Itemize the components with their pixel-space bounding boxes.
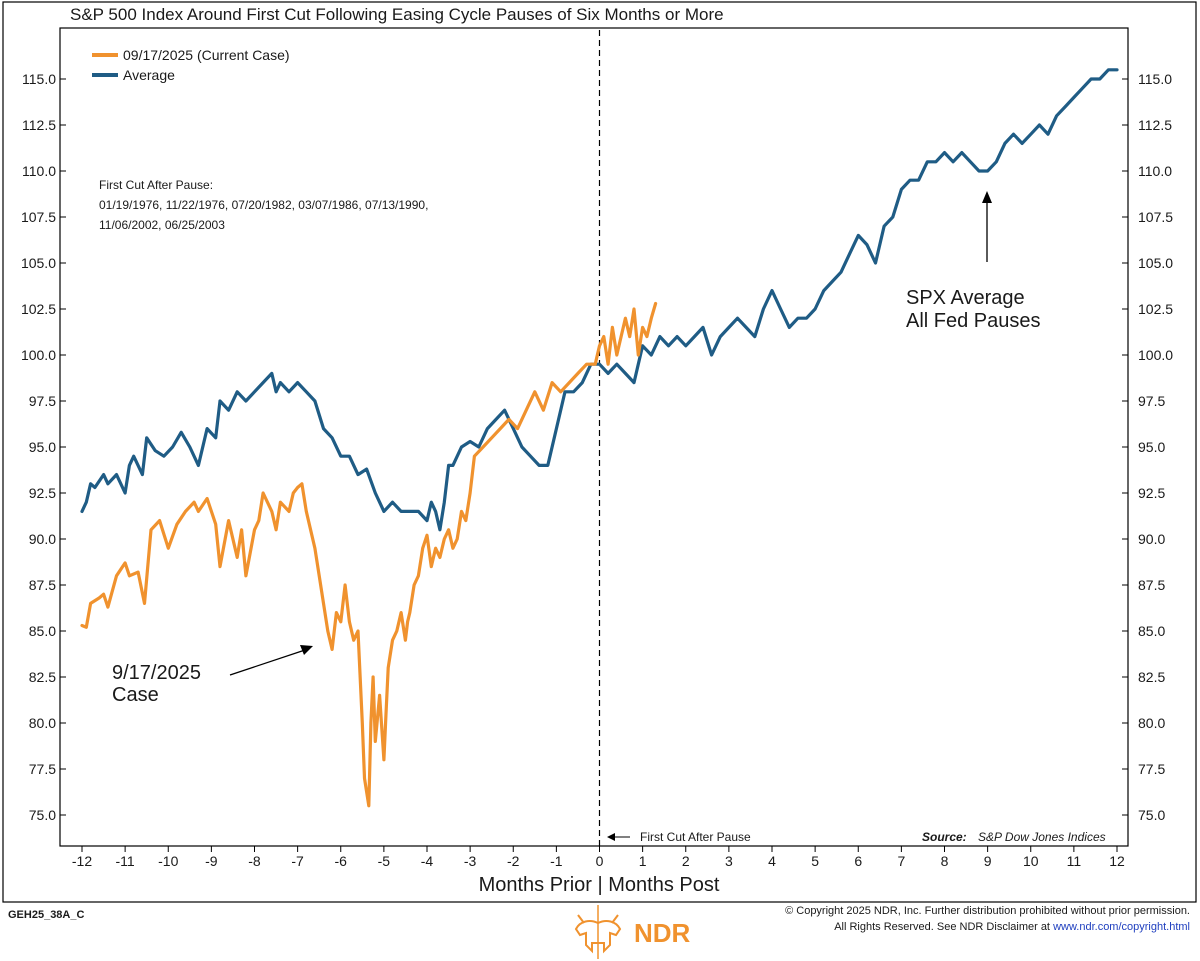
legend-label-average: Average bbox=[123, 67, 175, 83]
plot-frame bbox=[59, 27, 1129, 847]
avg-annotation-line2: All Fed Pauses bbox=[906, 310, 1041, 332]
y-tick-label-left: 87.5 bbox=[29, 577, 56, 593]
x-tick-label: 5 bbox=[811, 853, 819, 869]
y-tick-label-right: 90.0 bbox=[1138, 531, 1165, 547]
x-tick-label: 11 bbox=[1067, 853, 1082, 869]
y-tick-label-left: 95.0 bbox=[29, 439, 56, 455]
source-value: S&P Dow Jones Indices bbox=[978, 830, 1106, 844]
x-tick-label: 7 bbox=[897, 853, 905, 869]
y-tick-label-left: 102.5 bbox=[21, 301, 56, 317]
y-tick-label-right: 110.0 bbox=[1138, 163, 1172, 179]
source-label: Source: bbox=[922, 830, 967, 844]
y-tick-label-left: 112.5 bbox=[22, 117, 56, 133]
avg-annotation-line1: SPX Average bbox=[906, 287, 1025, 309]
y-tick-label-right: 87.5 bbox=[1138, 577, 1165, 593]
copyright-prefix: All Rights Reserved. See NDR Disclaimer … bbox=[834, 921, 1050, 933]
ndr-brand: NDR bbox=[634, 918, 691, 948]
y-tick-label-right: 115.0 bbox=[1138, 71, 1172, 87]
x-tick-label: -1 bbox=[550, 853, 563, 869]
x-tick-label: -11 bbox=[116, 853, 135, 869]
y-tick-label-left: 75.0 bbox=[29, 807, 56, 823]
y-tick-label-left: 80.0 bbox=[29, 715, 56, 731]
x-axis: -12 -11 -10 -9 -8 -7 -6 -5 -4 -3 -2 -1 0 1 2 3 4 5 6 7 8 9 10 1… bbox=[72, 846, 1125, 869]
copyright-line2: All Rights Reserved. See NDR Disclaimer … bbox=[834, 921, 1190, 933]
case-annotation-arrowhead bbox=[300, 645, 313, 655]
y-tick-label-right: 92.5 bbox=[1138, 485, 1165, 501]
y-tick-label-right: 100.0 bbox=[1138, 347, 1173, 363]
y-tick-label-right: 85.0 bbox=[1138, 623, 1165, 639]
y-tick-label-left: 92.5 bbox=[29, 485, 56, 501]
first-cut-dates-line1: 01/19/1976, 11/22/1976, 07/20/1982, 03/0… bbox=[99, 198, 428, 212]
y-tick-label-right: 102.5 bbox=[1138, 301, 1173, 317]
x-tick-label: 4 bbox=[768, 853, 776, 869]
x-tick-label: -4 bbox=[421, 853, 434, 869]
y-tick-label-right: 112.5 bbox=[1138, 117, 1172, 133]
x-tick-label: -12 bbox=[72, 853, 92, 869]
y-tick-label-left: 82.5 bbox=[29, 669, 56, 685]
y-tick-label-left: 110.0 bbox=[22, 163, 56, 179]
x-tick-label: 8 bbox=[941, 853, 949, 869]
first-cut-note-title: First Cut After Pause: bbox=[99, 178, 213, 192]
y-tick-label-right: 95.0 bbox=[1138, 439, 1165, 455]
x-tick-label: 10 bbox=[1023, 853, 1039, 869]
y-tick-label-right: 105.0 bbox=[1138, 255, 1173, 271]
chart-title: S&P 500 Index Around First Cut Following… bbox=[70, 5, 724, 24]
y-tick-label-left: 77.5 bbox=[29, 761, 56, 777]
x-tick-label: -2 bbox=[507, 853, 520, 869]
legend-label-current: 09/17/2025 (Current Case) bbox=[123, 47, 290, 63]
x-tick-label: 0 bbox=[596, 853, 604, 869]
y-tick-label-left: 107.5 bbox=[21, 209, 56, 225]
x-tick-label: -6 bbox=[335, 853, 348, 869]
y-tick-label-left: 85.0 bbox=[29, 623, 56, 639]
case-annotation-line2: Case bbox=[112, 684, 159, 706]
y-tick-label-right: 75.0 bbox=[1138, 807, 1165, 823]
x-tick-label: -5 bbox=[378, 853, 391, 869]
y-tick-label-left: 97.5 bbox=[29, 393, 56, 409]
series-layer bbox=[80, 68, 1119, 808]
y-tick-label-left: 115.0 bbox=[22, 71, 56, 87]
x-tick-label: -10 bbox=[158, 853, 178, 869]
case-annotation-line1: 9/17/2025 bbox=[112, 662, 201, 684]
y-axis-right: 75.0 77.5 80.0 82.5 85.0 87.5 90.0 92.5 95.0 97.5… bbox=[1122, 71, 1173, 823]
x-tick-label: 12 bbox=[1109, 853, 1125, 869]
x-tick-label: -7 bbox=[291, 853, 304, 869]
copyright-link[interactable]: www.ndr.com/copyright.html bbox=[1052, 921, 1190, 933]
y-tick-label-right: 107.5 bbox=[1138, 209, 1173, 225]
avg-annotation-arrowhead bbox=[982, 191, 992, 203]
first-cut-marker-label: First Cut After Pause bbox=[640, 830, 751, 844]
x-axis-label: Months Prior | Months Post bbox=[479, 874, 720, 896]
series-line-current-case bbox=[80, 301, 658, 808]
outer-frame bbox=[2, 1, 1197, 903]
chart-code: GEH25_38A_C bbox=[8, 909, 84, 921]
y-tick-label-right: 80.0 bbox=[1138, 715, 1165, 731]
y-tick-label-right: 82.5 bbox=[1138, 669, 1165, 685]
copyright-line1: © Copyright 2025 NDR, Inc. Further distr… bbox=[785, 905, 1190, 917]
case-annotation-arrow bbox=[229, 649, 306, 676]
y-tick-label-left: 100.0 bbox=[21, 347, 56, 363]
x-tick-label: -9 bbox=[205, 853, 218, 869]
y-tick-label-right: 97.5 bbox=[1138, 393, 1165, 409]
x-tick-label: -8 bbox=[248, 853, 261, 869]
series-line-average bbox=[80, 68, 1119, 532]
ndr-bull-logo-icon bbox=[574, 905, 622, 959]
x-tick-label: -3 bbox=[464, 853, 477, 869]
y-axis-left: 75.0 77.5 80.0 82.5 85.0 87.5 90.0 92.5 95.0 97.5… bbox=[21, 71, 66, 823]
first-cut-marker-arrowhead bbox=[607, 833, 615, 841]
x-tick-label: 3 bbox=[725, 853, 733, 869]
x-tick-label: 2 bbox=[682, 853, 690, 869]
y-tick-label-left: 90.0 bbox=[29, 531, 56, 547]
x-tick-label: 1 bbox=[639, 853, 647, 869]
first-cut-dates-line2: 11/06/2002, 06/25/2003 bbox=[99, 218, 225, 232]
y-tick-label-right: 77.5 bbox=[1138, 761, 1165, 777]
x-tick-label: 9 bbox=[984, 853, 992, 869]
y-tick-label-left: 105.0 bbox=[21, 255, 56, 271]
x-tick-label: 6 bbox=[854, 853, 862, 869]
legend: 09/17/2025 (Current Case) Average bbox=[92, 47, 290, 83]
